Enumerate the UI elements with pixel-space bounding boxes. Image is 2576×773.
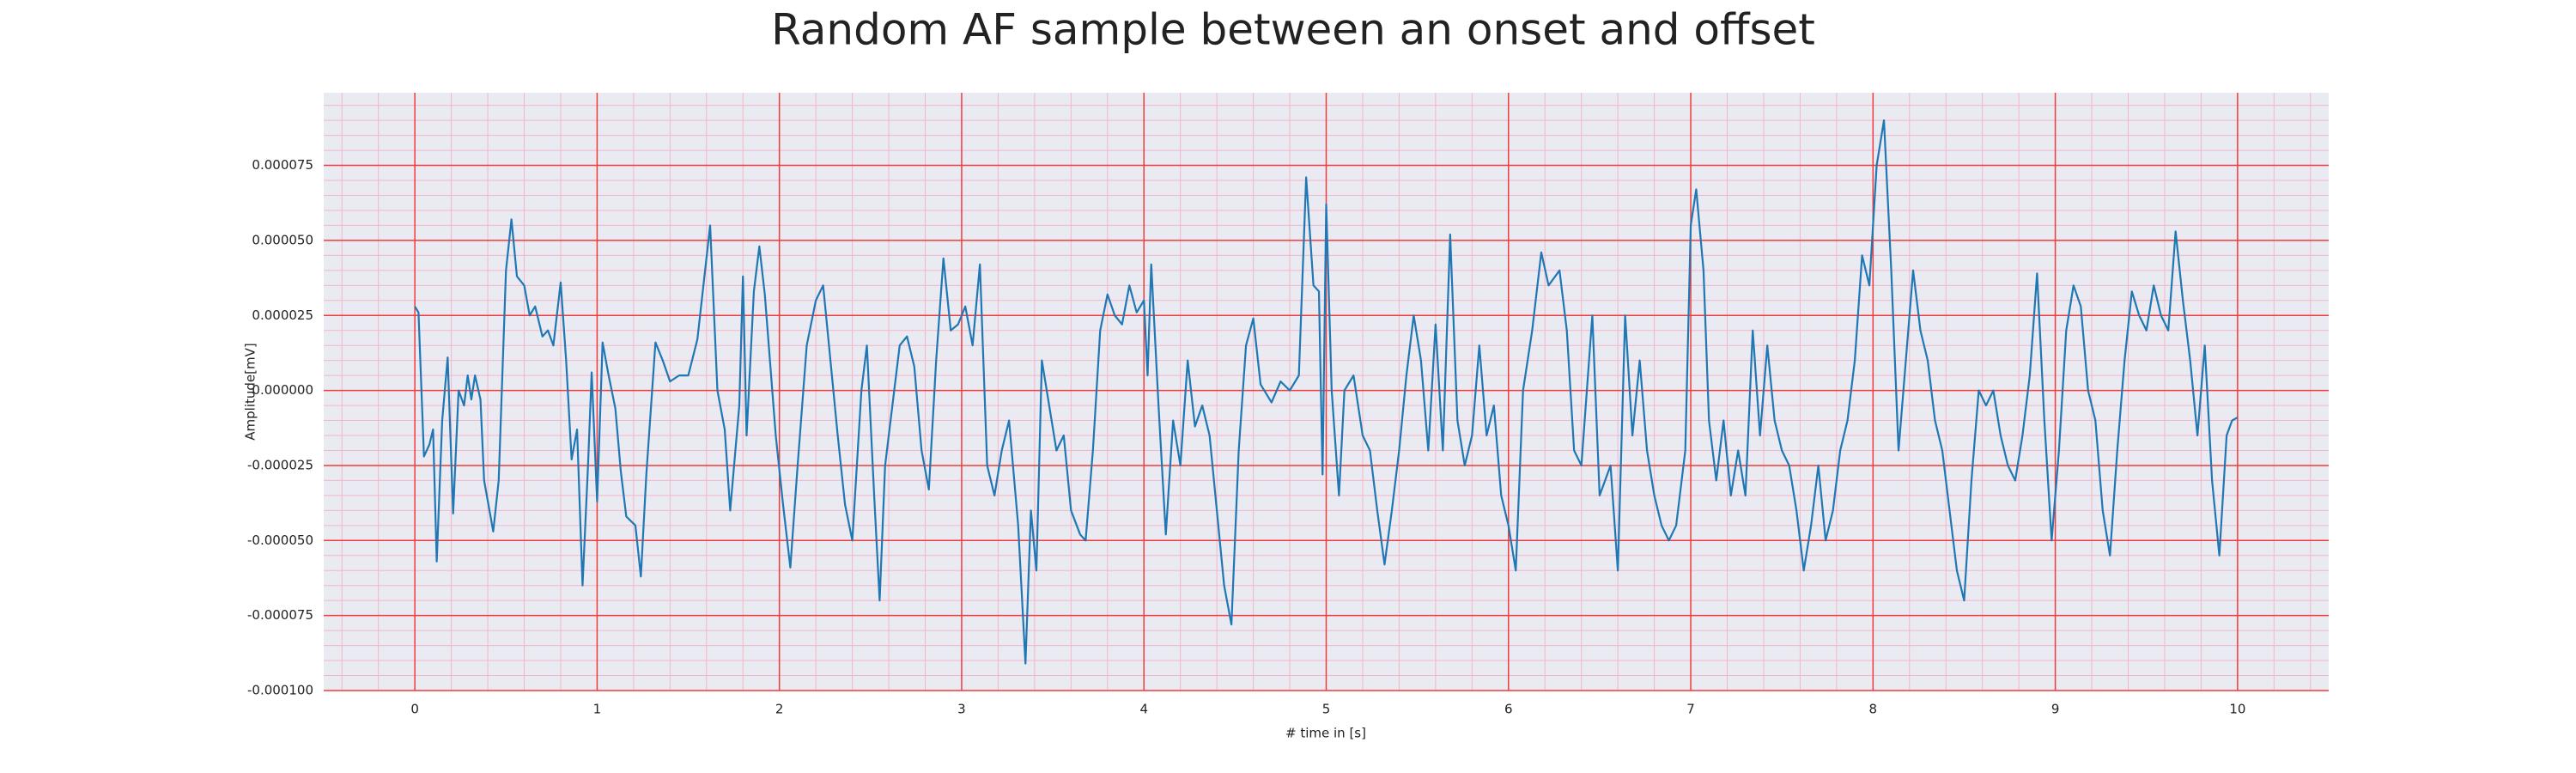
y-tick-label: 0.000000 (252, 382, 313, 398)
x-tick-label: 6 (1504, 702, 1513, 717)
y-tick-label: -0.000075 (247, 607, 313, 623)
x-tick-label: 8 (1869, 702, 1878, 717)
y-tick-label: -0.000100 (247, 683, 313, 698)
x-tick-label: 1 (593, 702, 602, 717)
grid (324, 93, 2329, 691)
y-axis-label: Amplitude[mV] (243, 343, 258, 440)
x-tick-label: 5 (1322, 702, 1331, 717)
x-tick-label: 4 (1139, 702, 1148, 717)
y-tick-label: 0.000025 (252, 307, 313, 323)
y-tick-label: -0.000050 (247, 533, 313, 548)
y-tick-label: 0.000075 (252, 157, 313, 173)
x-axis-label: # time in [s] (1285, 726, 1366, 741)
x-tick-label: 10 (2229, 702, 2245, 717)
signal-line (414, 119, 2239, 665)
x-tick-label: 2 (775, 702, 784, 717)
y-tick-label: -0.000025 (247, 457, 313, 472)
y-tick-label: 0.000050 (252, 232, 313, 247)
x-tick-label: 3 (957, 702, 966, 717)
marks (414, 119, 2239, 665)
x-tick-label: 0 (410, 702, 419, 717)
x-tick-label: 7 (1686, 702, 1695, 717)
x-tick-label: 9 (2051, 702, 2060, 717)
chart-title: Random AF sample between an onset and of… (771, 5, 1815, 55)
